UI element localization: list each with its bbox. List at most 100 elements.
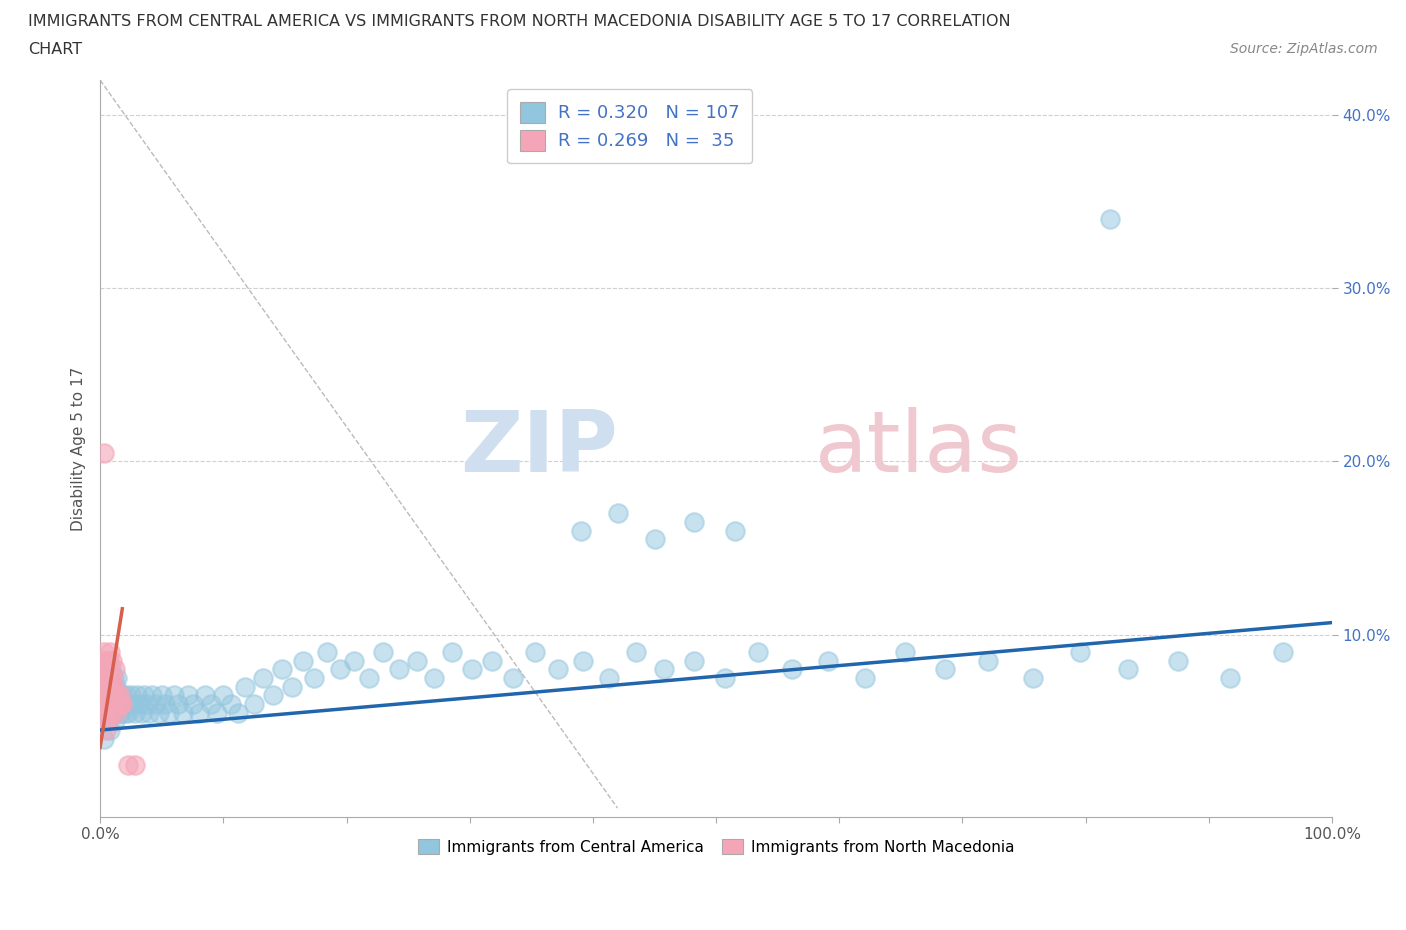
Point	[315, 644, 337, 659]
Point	[281, 679, 304, 694]
Point	[115, 688, 138, 703]
Point	[96, 688, 118, 703]
Point	[96, 662, 118, 677]
Point	[547, 662, 569, 677]
Text: ZIP: ZIP	[460, 407, 617, 490]
Point	[105, 671, 128, 685]
Point	[105, 705, 128, 720]
Point	[96, 723, 118, 737]
Point	[654, 662, 676, 677]
Point	[93, 671, 115, 685]
Point	[104, 688, 127, 703]
Point	[114, 705, 136, 720]
Point	[127, 688, 149, 703]
Point	[96, 697, 118, 711]
Point	[817, 653, 839, 668]
Point	[97, 705, 120, 720]
Point	[124, 757, 146, 772]
Point	[606, 506, 628, 521]
Point	[243, 697, 266, 711]
Point	[200, 697, 222, 711]
Point	[100, 705, 122, 720]
Point	[110, 705, 132, 720]
Point	[100, 688, 122, 703]
Point	[1271, 644, 1294, 659]
Point	[115, 697, 138, 711]
Point	[155, 697, 177, 711]
Y-axis label: Disability Age 5 to 17: Disability Age 5 to 17	[72, 366, 86, 530]
Point	[181, 697, 204, 711]
Point	[357, 671, 380, 685]
Point	[524, 644, 547, 659]
Point	[93, 697, 115, 711]
Point	[1022, 671, 1045, 685]
Point	[145, 697, 167, 711]
Point	[98, 697, 121, 711]
Point	[96, 679, 118, 694]
Point	[110, 697, 132, 711]
Point	[111, 688, 134, 703]
Point	[271, 662, 294, 677]
Point	[1069, 644, 1091, 659]
Point	[96, 714, 118, 729]
Point	[111, 697, 134, 711]
Point	[124, 705, 146, 720]
Point	[292, 653, 315, 668]
Point	[108, 697, 131, 711]
Point	[101, 705, 124, 720]
Point	[104, 714, 127, 729]
Text: Source: ZipAtlas.com: Source: ZipAtlas.com	[1230, 42, 1378, 56]
Point	[91, 688, 114, 703]
Point	[117, 757, 139, 772]
Point	[1116, 662, 1139, 677]
Point	[105, 679, 128, 694]
Point	[934, 662, 956, 677]
Point	[93, 731, 115, 746]
Point	[94, 705, 117, 720]
Point	[107, 697, 129, 711]
Point	[107, 705, 129, 720]
Point	[569, 524, 592, 538]
Point	[388, 662, 411, 677]
Point	[329, 662, 352, 677]
Point	[166, 697, 188, 711]
Point	[120, 688, 142, 703]
Point	[100, 662, 122, 677]
Point	[226, 705, 249, 720]
Point	[91, 688, 114, 703]
Point	[1167, 653, 1189, 668]
Point	[107, 688, 129, 703]
Point	[96, 697, 118, 711]
Point	[713, 671, 735, 685]
Point	[97, 679, 120, 694]
Point	[134, 688, 156, 703]
Point	[98, 644, 121, 659]
Point	[94, 671, 117, 685]
Point	[98, 697, 121, 711]
Point	[683, 514, 706, 529]
Point	[373, 644, 395, 659]
Point	[481, 653, 503, 668]
Point	[624, 644, 647, 659]
Point	[98, 723, 121, 737]
Point	[157, 705, 180, 720]
Point	[91, 653, 114, 668]
Point	[163, 688, 186, 703]
Point	[141, 688, 163, 703]
Point	[105, 697, 128, 711]
Point	[103, 697, 125, 711]
Legend: Immigrants from Central America, Immigrants from North Macedonia: Immigrants from Central America, Immigra…	[412, 832, 1021, 860]
Point	[212, 688, 235, 703]
Point	[105, 688, 128, 703]
Point	[97, 705, 120, 720]
Point	[977, 653, 1000, 668]
Point	[104, 688, 127, 703]
Point	[441, 644, 464, 659]
Point	[94, 705, 117, 720]
Point	[103, 697, 125, 711]
Point	[723, 524, 745, 538]
Point	[598, 671, 620, 685]
Point	[893, 644, 915, 659]
Point	[252, 671, 274, 685]
Point	[1219, 671, 1241, 685]
